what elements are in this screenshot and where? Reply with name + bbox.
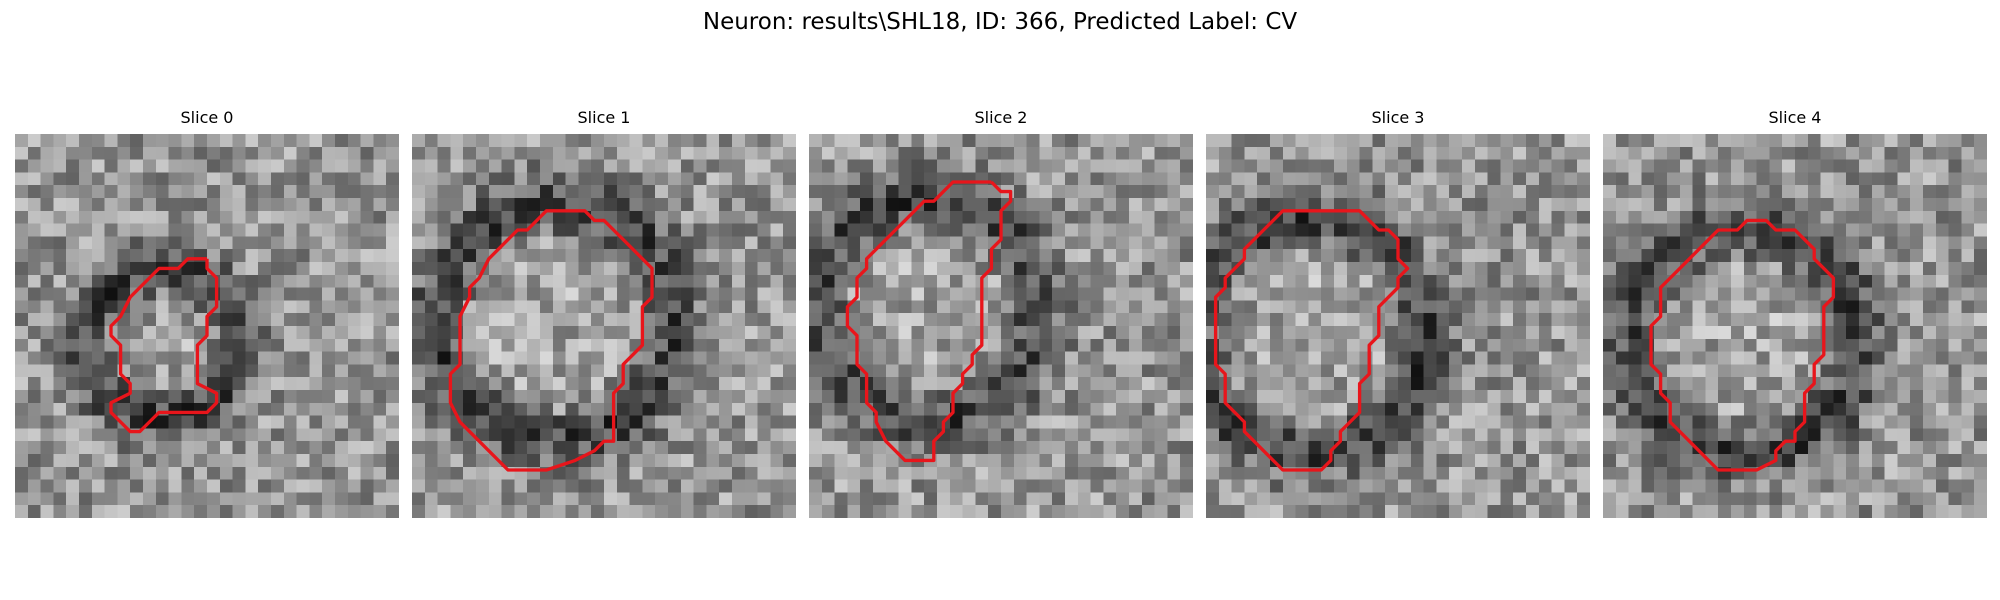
slice-image-2 — [809, 134, 1193, 518]
slice-image-3 — [1206, 134, 1590, 518]
slice-title-3: Slice 3 — [1371, 108, 1425, 127]
contour-outline-2 — [845, 180, 1013, 463]
grayscale-patch-3 — [1206, 134, 1590, 518]
slice-image-0 — [15, 134, 399, 518]
slice-panel-0: Slice 0 — [15, 108, 399, 518]
slice-title-4: Slice 4 — [1768, 108, 1822, 127]
slice-image-1 — [412, 134, 796, 518]
grayscale-patch-4 — [1603, 134, 1987, 518]
figure-title: Neuron: results\SHL18, ID: 366, Predicte… — [702, 9, 1298, 35]
segmentation-overlay-4 — [1649, 218, 1836, 472]
slice-panel-4: Slice 4 — [1603, 108, 1987, 518]
slice-panel-2: Slice 2 — [809, 108, 1193, 518]
slice-panel-1: Slice 1 — [412, 108, 796, 518]
slice-title-0: Slice 0 — [180, 108, 234, 127]
contour-outline-4 — [1649, 218, 1836, 472]
grayscale-patch-1 — [412, 134, 796, 518]
contour-outline-1 — [448, 209, 654, 472]
slice-title-1: Slice 1 — [577, 108, 631, 127]
contour-outline-3 — [1213, 209, 1410, 472]
grayscale-patch-2 — [809, 134, 1193, 518]
slice-image-4 — [1603, 134, 1987, 518]
segmentation-overlay-2 — [845, 180, 1013, 463]
slice-panel-3: Slice 3 — [1206, 108, 1590, 518]
segmentation-overlay-0 — [109, 257, 219, 434]
segmentation-overlay-1 — [448, 209, 654, 472]
slice-title-2: Slice 2 — [974, 108, 1028, 127]
contour-outline-0 — [109, 257, 219, 434]
segmentation-overlay-3 — [1213, 209, 1410, 472]
